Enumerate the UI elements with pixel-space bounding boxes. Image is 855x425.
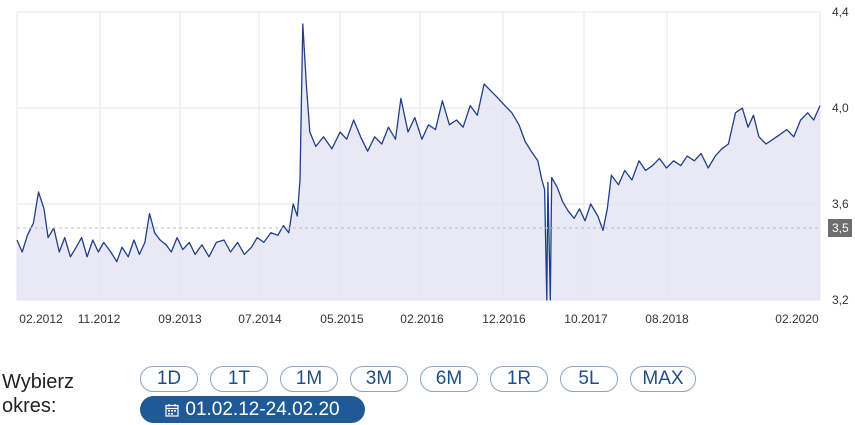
y-tick-label: 3,2 (832, 293, 849, 307)
x-axis-ticks: 02.2012 11.2012 09.2013 07.2014 05.2015 02.20… (19, 312, 819, 326)
y-tick-label: 4,4 (832, 5, 849, 19)
price-line (16, 23, 821, 301)
x-tick-label: 11.2012 (78, 312, 121, 326)
reference-value-label: 3,5 (832, 221, 849, 235)
range-button-1m[interactable]: 1M (280, 366, 338, 392)
x-tick-label: 02.2020 (775, 312, 819, 326)
reference-value-badge (828, 219, 852, 237)
range-button-1d[interactable]: 1D (140, 366, 198, 392)
range-button-6m[interactable]: 6M (420, 366, 478, 392)
x-tick-label: 05.2015 (320, 312, 364, 326)
date-range-button[interactable]: 01.02.12-24.02.20 (140, 396, 365, 423)
x-tick-label: 02.2016 (400, 312, 444, 326)
range-button-5l[interactable]: 5L (560, 366, 618, 392)
y-tick-label: 4,0 (832, 101, 849, 115)
range-buttons: 1D 1T 1M 3M 6M 1R 5L MAX (140, 366, 696, 392)
x-tick-label: 10.2017 (564, 312, 608, 326)
calendar-icon (165, 403, 179, 417)
range-button-max[interactable]: MAX (630, 366, 696, 392)
x-tick-label: 07.2014 (238, 312, 282, 326)
range-button-1r[interactable]: 1R (490, 366, 548, 392)
range-button-1t[interactable]: 1T (210, 366, 268, 392)
x-tick-label: 02.2012 (19, 312, 63, 326)
y-tick-label: 3,6 (832, 197, 849, 211)
x-tick-label: 08.2018 (645, 312, 689, 326)
y-axis-ticks: 4,4 4,0 3,6 3,2 (832, 5, 849, 307)
period-label: Wybierz okres: (2, 371, 75, 417)
date-range-label: 01.02.12-24.02.20 (185, 398, 340, 420)
x-tick-label: 09.2013 (158, 312, 202, 326)
range-button-3m[interactable]: 3M (350, 366, 408, 392)
price-area (17, 24, 820, 300)
x-tick-label: 12.2016 (482, 312, 526, 326)
stock-chart: 3,5 02.2012 11.2012 09.2013 07.2014 05.2015 0… (16, 5, 852, 326)
